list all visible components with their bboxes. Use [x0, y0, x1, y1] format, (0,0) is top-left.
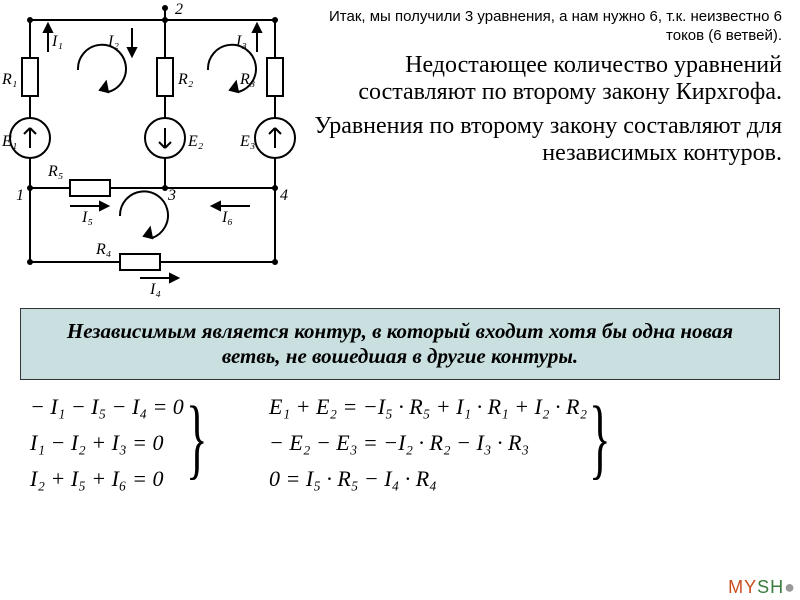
brace-left: } [186, 394, 208, 492]
definition-box: Независимым является контур, в который в… [20, 308, 780, 380]
node-4-label: 4 [280, 187, 288, 204]
r5-label: R₅ [47, 163, 63, 180]
r3-label: R₃ [239, 71, 255, 88]
main-text: Недостающее количество уравнений составл… [314, 52, 782, 168]
e3-label: E₃ [239, 133, 255, 150]
para-1: Недостающее количество уравнений составл… [314, 52, 782, 107]
node-1-label: 1 [16, 187, 24, 204]
r1-label: R₁ [1, 71, 17, 88]
eq-left-1: − I₁ − I₅ − I₄ = 0 [30, 394, 184, 420]
eq-left-2: I₁ − I₂ + I₃ = 0 [30, 430, 184, 456]
watermark-my: MY [728, 577, 757, 597]
definition-text: Независимым является контур, в который в… [67, 319, 733, 368]
brace-right: } [589, 394, 611, 492]
intro-text: Итак, мы получили 3 уравнения, а нам нуж… [314, 8, 782, 46]
e1-label: E₁ [1, 133, 17, 150]
e2-label: E₂ [187, 133, 204, 150]
eq-right-1: E₁ + E₂ = −I₅ · R₅ + I₁ · R₁ + I₂ · R₂ [269, 394, 587, 420]
r2-label: R₂ [177, 71, 194, 88]
watermark-dot: ● [784, 577, 796, 597]
eq-right-2: − E₂ − E₃ = −I₂ · R₂ − I₃ · R₃ [269, 430, 587, 456]
equations-right: E₁ + E₂ = −I₅ · R₅ + I₁ · R₁ + I₂ · R₂ −… [269, 394, 632, 492]
r4-label: R₄ [95, 241, 111, 258]
para-2: Уравнения по второму закону составляют д… [314, 113, 782, 168]
i1-label: I₁ [51, 33, 63, 50]
eq-right-3: 0 = I₅ · R₅ − I₄ · R₄ [269, 466, 587, 492]
i3-label: I₃ [235, 33, 247, 50]
node-2-label: 2 [175, 1, 183, 18]
eq-left-3: I₂ + I₅ + I₆ = 0 [30, 466, 184, 492]
node-3-label: 3 [167, 187, 176, 204]
i2-label: I₂ [107, 33, 119, 50]
i4-label: I₄ [149, 281, 161, 298]
i5-label: I₅ [81, 209, 93, 226]
watermark-sh: SH [757, 577, 784, 597]
circuit-diagram: 2 1 3 4 I₁ I₂ I₃ R₁ R₂ R₃ E₁ E₂ E₃ R₅ I₅… [0, 0, 310, 300]
i6-label: I₆ [221, 209, 233, 226]
equations-left: − I₁ − I₅ − I₄ = 0 I₁ − I₂ + I₃ = 0 I₂ +… [30, 394, 229, 492]
equations-block: − I₁ − I₅ − I₄ = 0 I₁ − I₂ + I₃ = 0 I₂ +… [0, 394, 800, 492]
watermark: MYSH● [728, 577, 796, 598]
